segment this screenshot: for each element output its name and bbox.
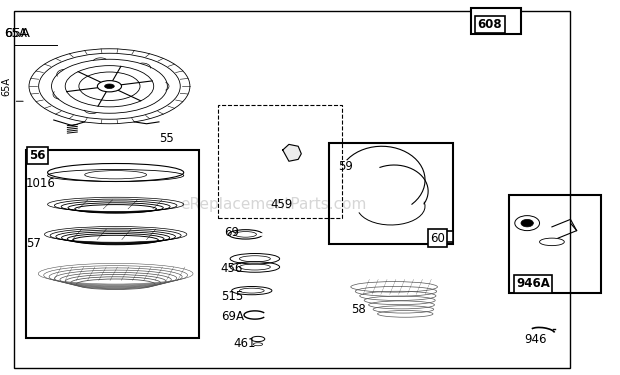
- Text: 65A: 65A: [4, 27, 27, 40]
- Text: 69: 69: [224, 226, 239, 239]
- Ellipse shape: [105, 84, 114, 88]
- Text: 59: 59: [339, 160, 353, 173]
- Text: 459: 459: [270, 198, 293, 211]
- Bar: [329, 142, 453, 244]
- Text: 55: 55: [159, 132, 174, 145]
- Polygon shape: [283, 144, 301, 161]
- Text: 57: 57: [26, 237, 41, 250]
- Text: 69A: 69A: [221, 310, 244, 323]
- Text: 608: 608: [477, 18, 502, 31]
- Text: 65A: 65A: [4, 27, 30, 40]
- Text: 461: 461: [233, 337, 255, 350]
- Text: 1016: 1016: [26, 177, 56, 190]
- Circle shape: [521, 219, 533, 227]
- Text: 456: 456: [221, 262, 243, 274]
- Text: 60: 60: [430, 232, 445, 244]
- Text: 946A: 946A: [516, 278, 550, 290]
- Bar: [471, 8, 521, 34]
- Text: 56: 56: [29, 149, 45, 162]
- Text: 946: 946: [524, 333, 547, 346]
- Bar: [218, 105, 342, 218]
- Bar: [508, 195, 601, 292]
- Text: eReplacementParts.com: eReplacementParts.com: [180, 197, 366, 212]
- Bar: [432, 231, 453, 242]
- Bar: [26, 150, 199, 338]
- Text: 58: 58: [351, 303, 366, 316]
- Text: 515: 515: [221, 290, 243, 303]
- Text: 65A: 65A: [1, 77, 11, 96]
- Ellipse shape: [97, 81, 122, 92]
